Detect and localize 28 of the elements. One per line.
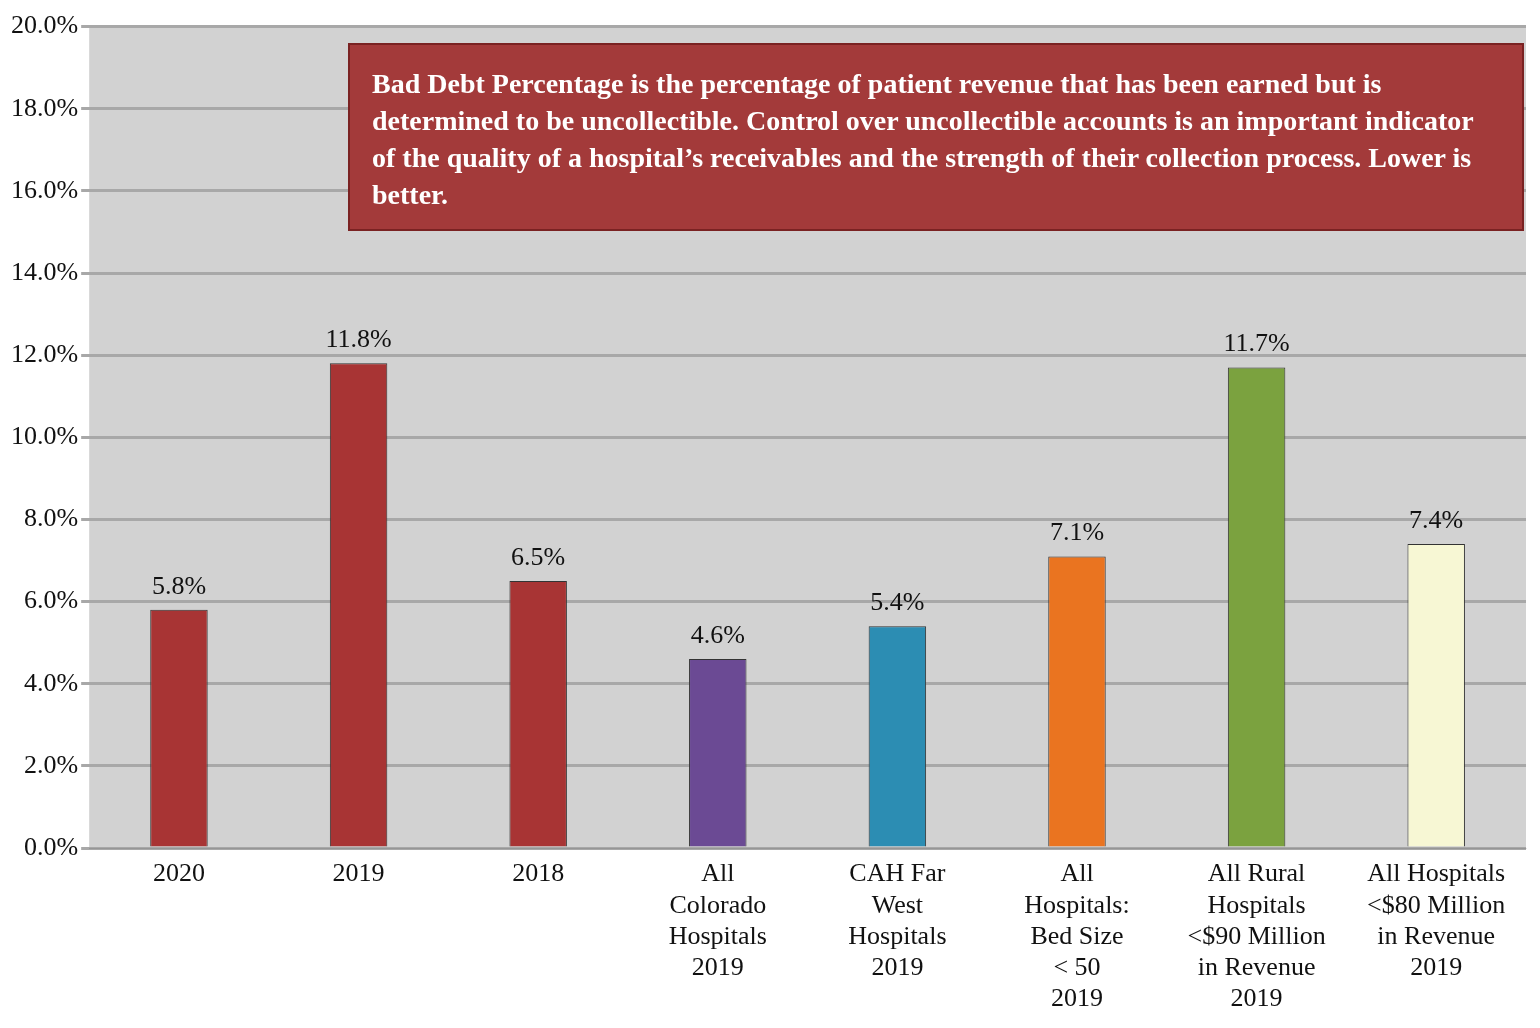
- data-label: 5.4%: [870, 587, 925, 617]
- x-tick-label: All Hospitals: Bed Size < 50 2019: [1024, 858, 1130, 1013]
- y-tick-label: 12.0%: [10, 338, 79, 368]
- data-label: 4.6%: [690, 619, 745, 649]
- y-tick-label: 18.0%: [10, 92, 79, 122]
- y-tick-label: 4.0%: [23, 667, 79, 697]
- x-tick-label: 2018: [512, 858, 565, 888]
- y-tick-label: 14.0%: [10, 256, 79, 286]
- x-tick-label: 2020: [152, 858, 205, 888]
- x-tick-label: All Colorado Hospitals 2019: [668, 858, 767, 982]
- data-label: 6.5%: [511, 541, 566, 571]
- data-label: 11.8%: [325, 324, 392, 354]
- x-tick-label: All Rural Hospitals <$90 Million in Revenue 2019: [1187, 858, 1326, 1013]
- data-label: 5.8%: [151, 570, 207, 600]
- y-tick-label: 2.0%: [23, 749, 79, 779]
- y-tick-label: 0.0%: [23, 831, 79, 861]
- y-tick-label: 8.0%: [23, 503, 79, 533]
- data-label: 7.4%: [1409, 504, 1464, 534]
- data-label: 11.7%: [1223, 328, 1290, 358]
- y-tick-label: 20.0%: [10, 10, 79, 40]
- y-tick-label: 6.0%: [23, 585, 79, 615]
- x-tick-label: 2019: [332, 858, 385, 888]
- x-tick-label: All Hospitals <$80 Million in Revenue 2019: [1367, 858, 1506, 982]
- y-tick-label: 10.0%: [10, 421, 79, 451]
- y-tick-label: 16.0%: [10, 174, 79, 204]
- x-tick-label: CAH Far West Hospitals 2019: [848, 858, 947, 982]
- data-label: 7.1%: [1049, 517, 1105, 547]
- annotation: Bad Debt Percentage is the percentage of patient revenue that has been earned but is determined to be uncollectible. Control over uncollectible accounts is an important indicator of the quality of a hospital’s receivables and the strength of their collection process. Lower is better.: [348, 43, 1524, 231]
